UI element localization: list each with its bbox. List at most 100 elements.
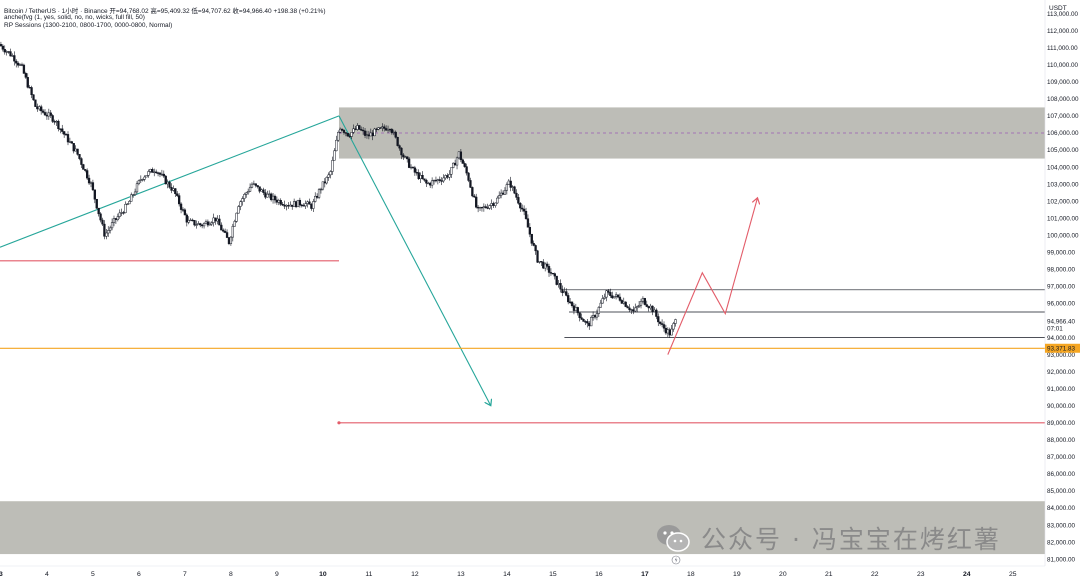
candle <box>429 181 432 189</box>
candle <box>584 320 587 326</box>
candle <box>568 297 572 304</box>
candle <box>38 105 41 111</box>
candle <box>147 169 150 178</box>
candle <box>135 181 139 194</box>
candle <box>273 194 277 204</box>
candle <box>521 204 524 212</box>
candle <box>450 167 453 178</box>
candle <box>342 129 346 135</box>
y-tick-label: 82,000.00 <box>1047 539 1076 546</box>
candle <box>133 188 137 197</box>
symbol-info[interactable]: Bitcoin / TetherUS · 1小时 · Binance 开=94,… <box>4 8 326 15</box>
candle <box>210 221 213 227</box>
indicator-sessions[interactable]: RP Sessions (1300-2100, 0800-1700, 0000-… <box>4 22 173 29</box>
candle <box>132 193 135 198</box>
candle <box>237 205 240 214</box>
candle <box>528 223 532 238</box>
candle <box>503 187 507 195</box>
candle <box>559 279 562 293</box>
candle <box>588 320 591 330</box>
candle <box>530 233 533 246</box>
candle <box>476 205 480 213</box>
candle <box>3 45 6 55</box>
x-tick-label: 14 <box>503 571 511 578</box>
candle <box>344 132 348 137</box>
candle <box>304 200 307 210</box>
candle <box>312 198 315 212</box>
candle <box>187 216 190 225</box>
candle <box>532 240 535 247</box>
candle <box>498 191 501 199</box>
candle <box>645 300 648 308</box>
candle <box>453 159 457 166</box>
candle <box>153 168 156 177</box>
candle <box>423 178 426 182</box>
candle <box>168 180 171 189</box>
candle <box>99 212 102 223</box>
candle <box>475 193 478 209</box>
candle <box>84 169 87 173</box>
candle <box>517 194 520 205</box>
candle <box>279 198 282 206</box>
candle <box>335 135 338 152</box>
indicator-fvg[interactable]: anche(fvg (1, yes, solid, no, no, wicks,… <box>4 14 145 21</box>
candle <box>436 178 440 185</box>
candle <box>413 165 417 176</box>
candle <box>628 304 631 313</box>
forecast-path[interactable] <box>667 198 758 355</box>
y-tick-label: 112,000.00 <box>1047 28 1079 35</box>
candle <box>432 179 436 185</box>
candle <box>59 128 62 134</box>
candle <box>448 170 451 181</box>
candle <box>34 99 37 107</box>
y-tick-label: 105,000.00 <box>1047 147 1079 154</box>
last-price-bg <box>1046 317 1080 332</box>
candle <box>536 249 539 263</box>
candle <box>291 204 294 210</box>
candle <box>254 183 257 188</box>
candle <box>574 303 578 311</box>
candle <box>519 202 522 212</box>
y-tick-label: 85,000.00 <box>1047 488 1076 495</box>
candle <box>545 261 549 271</box>
y-tick-label: 110,000.00 <box>1047 62 1079 69</box>
candle <box>363 128 367 139</box>
candle <box>7 51 10 54</box>
candle <box>122 210 125 215</box>
candle <box>248 183 252 192</box>
candle <box>306 200 309 208</box>
candle <box>177 193 181 207</box>
x-tick-label: 13 <box>457 571 465 578</box>
candle <box>641 296 645 304</box>
candle <box>41 108 45 114</box>
candle <box>24 71 27 79</box>
candle <box>241 196 244 206</box>
x-tick-label: 6 <box>137 571 141 578</box>
candle <box>292 198 296 207</box>
y-tick-label: 89,000.00 <box>1047 420 1076 427</box>
candle <box>260 188 263 192</box>
candle <box>53 119 56 125</box>
event-marker-icon[interactable] <box>671 555 681 565</box>
candle <box>212 213 215 227</box>
candle <box>243 192 246 202</box>
candle <box>442 174 445 183</box>
projection-arrow[interactable] <box>338 115 491 406</box>
candle <box>68 137 72 144</box>
y-tick-label: 100,000.00 <box>1047 232 1079 239</box>
candle <box>287 202 290 209</box>
x-tick-label: 22 <box>871 571 879 578</box>
candle <box>662 321 666 332</box>
candle <box>195 220 198 229</box>
candle <box>544 262 547 272</box>
candle <box>622 297 625 305</box>
y-tick-label: 81,000.00 <box>1047 556 1076 563</box>
watermark-text: 公众号 · 冯宝宝在烤红薯 <box>701 525 1001 554</box>
candle <box>563 287 566 294</box>
price-zones <box>0 107 1045 555</box>
candle <box>668 327 671 338</box>
candle <box>396 136 399 147</box>
candle <box>112 215 116 227</box>
